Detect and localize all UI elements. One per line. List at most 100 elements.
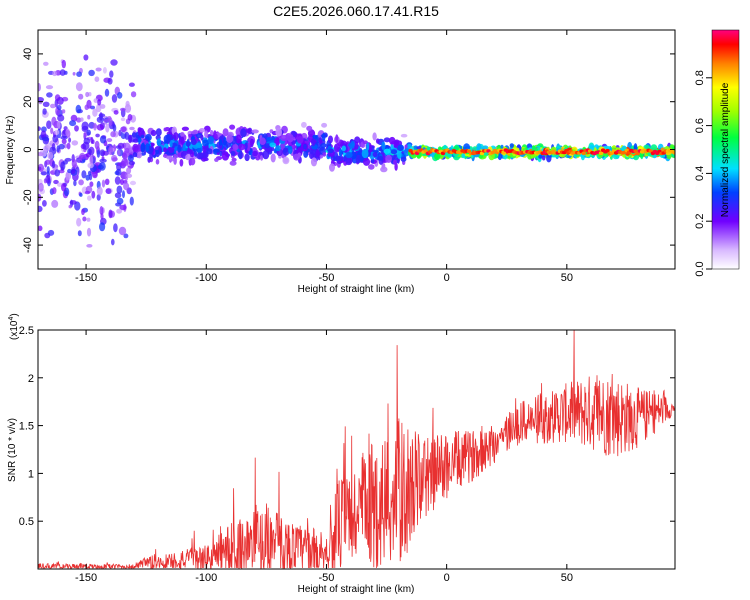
spectrogram-cell (87, 195, 92, 201)
spectrogram-cell (129, 126, 135, 131)
spectrogram-cell (381, 141, 386, 151)
spectrogram-cell (96, 103, 102, 113)
spectrogram-cell (95, 67, 102, 72)
spectrogram-cell (132, 143, 139, 153)
spectrogram-cell (303, 143, 307, 150)
spectrogram-cell (147, 156, 151, 163)
y-tick-label: 2 (28, 373, 34, 385)
spectrogram-cell (204, 130, 209, 138)
spectrogram-cell (65, 172, 70, 181)
spectrogram-cell (83, 54, 89, 61)
colorbar-tick-label: 0.2 (694, 214, 706, 229)
spectrogram-cell (321, 122, 328, 128)
spectrogram-cell (163, 147, 167, 153)
spectrogram-cell (86, 244, 93, 248)
spectrogram-cell (108, 209, 113, 219)
spectrogram-cell (50, 103, 56, 109)
spectrogram-cell (77, 230, 82, 237)
spectrogram-cell (202, 146, 207, 153)
spectrogram-cell (105, 188, 112, 195)
spectrogram-cell (111, 238, 115, 246)
spectrogram-cell (99, 135, 107, 144)
spectrogram-cell (46, 92, 53, 98)
spectrogram-cell (91, 190, 96, 199)
spectrogram-cell (57, 120, 61, 129)
spectrogram-cell (128, 161, 136, 166)
spectrogram-cell (42, 200, 47, 207)
spectrogram-cell (509, 143, 514, 148)
spectrogram-cell (384, 145, 390, 150)
spectrogram-cell (163, 127, 168, 132)
spectrogram-cell (221, 152, 230, 161)
spectrogram-cell (393, 159, 397, 165)
spectrogram-cell (42, 101, 50, 108)
spectrogram-cell (293, 153, 300, 161)
spectrogram-cell (238, 143, 246, 151)
spectrogram-cell (181, 126, 189, 131)
spectrogram-cell (372, 132, 377, 141)
x-tick-label: -50 (318, 572, 334, 584)
spectrogram-cell (103, 118, 110, 123)
spectrogram-cell (71, 158, 77, 169)
y-tick-label: -40 (22, 237, 34, 253)
spectrogram-cell (333, 143, 341, 153)
spectrogram-cell (132, 138, 140, 143)
spectrogram-cell (200, 134, 204, 141)
x-tick-label: -150 (75, 272, 97, 284)
spectrogram-peak-cell (635, 151, 640, 156)
x-tick-label: -100 (195, 572, 217, 584)
spectrogram-cell (140, 143, 146, 153)
spectrogram-cell (213, 133, 218, 140)
spectrogram-cell (69, 120, 77, 127)
y-tick-label: 20 (22, 96, 34, 108)
spectrogram-cell (385, 154, 392, 163)
spectrogram-cell (117, 142, 125, 150)
spectrogram-cell (73, 180, 77, 187)
spectrogram-cell (196, 152, 204, 160)
spectrogram-cell (38, 152, 44, 157)
spectrogram-cell (115, 168, 122, 176)
spectrogram-cell (180, 136, 185, 146)
spectrogram-cell (214, 157, 219, 162)
spectrogram-cell (116, 185, 123, 194)
spectrogram-cell (541, 155, 546, 161)
spectrogram-cell (120, 126, 127, 132)
spectrogram-cell (328, 148, 334, 154)
snr-multiplier: (x104) (8, 313, 20, 340)
spectrogram-cell (84, 104, 89, 111)
spectrogram-cell (129, 196, 134, 206)
spectrogram-cell (61, 59, 66, 69)
spectrogram-cell (118, 129, 122, 137)
snr-frame (37, 329, 676, 570)
snr-series-line (38, 330, 675, 569)
spectrogram-cell (286, 134, 294, 143)
spectrogram-panel: -150 -100 -50 0 50 -40 -20 0 20 40 Height of str… (5, 29, 676, 295)
snr-series-group (38, 330, 675, 569)
snr-x-axis-label: Height of straight line (km) (298, 584, 415, 595)
spectrogram-cell (88, 69, 95, 77)
spectrogram-cell (130, 91, 137, 98)
snr-y-ticks: 0.5 1 1.5 2 2.5 (19, 325, 675, 528)
spectrogram-cell (345, 151, 353, 159)
spectrogram-cell (85, 91, 90, 98)
spectrogram-cell (155, 128, 162, 137)
spectrogram-cell (114, 192, 122, 199)
spectrogram-cell (51, 199, 59, 208)
spectrogram-cell (131, 132, 137, 138)
spectrogram-cell (229, 124, 236, 130)
colorbar-tick-label: 0.6 (694, 118, 706, 133)
x-tick-label: 50 (561, 272, 573, 284)
spectrogram-cell (124, 131, 130, 140)
spectrogram-cell (110, 59, 118, 66)
spectrogram-cell (190, 130, 198, 135)
spectrogram-cell (368, 144, 373, 153)
spectrogram-cell (53, 179, 59, 185)
spectrogram-cell (72, 72, 76, 76)
spectrogram-cell (206, 148, 213, 155)
spectrogram-cell (264, 143, 271, 149)
spectrogram-cell (60, 135, 68, 140)
spectrogram-cell (82, 216, 87, 222)
spectrogram-cell (67, 168, 72, 174)
spectrogram-cell (95, 133, 100, 138)
spectrogram-cell (112, 124, 117, 132)
